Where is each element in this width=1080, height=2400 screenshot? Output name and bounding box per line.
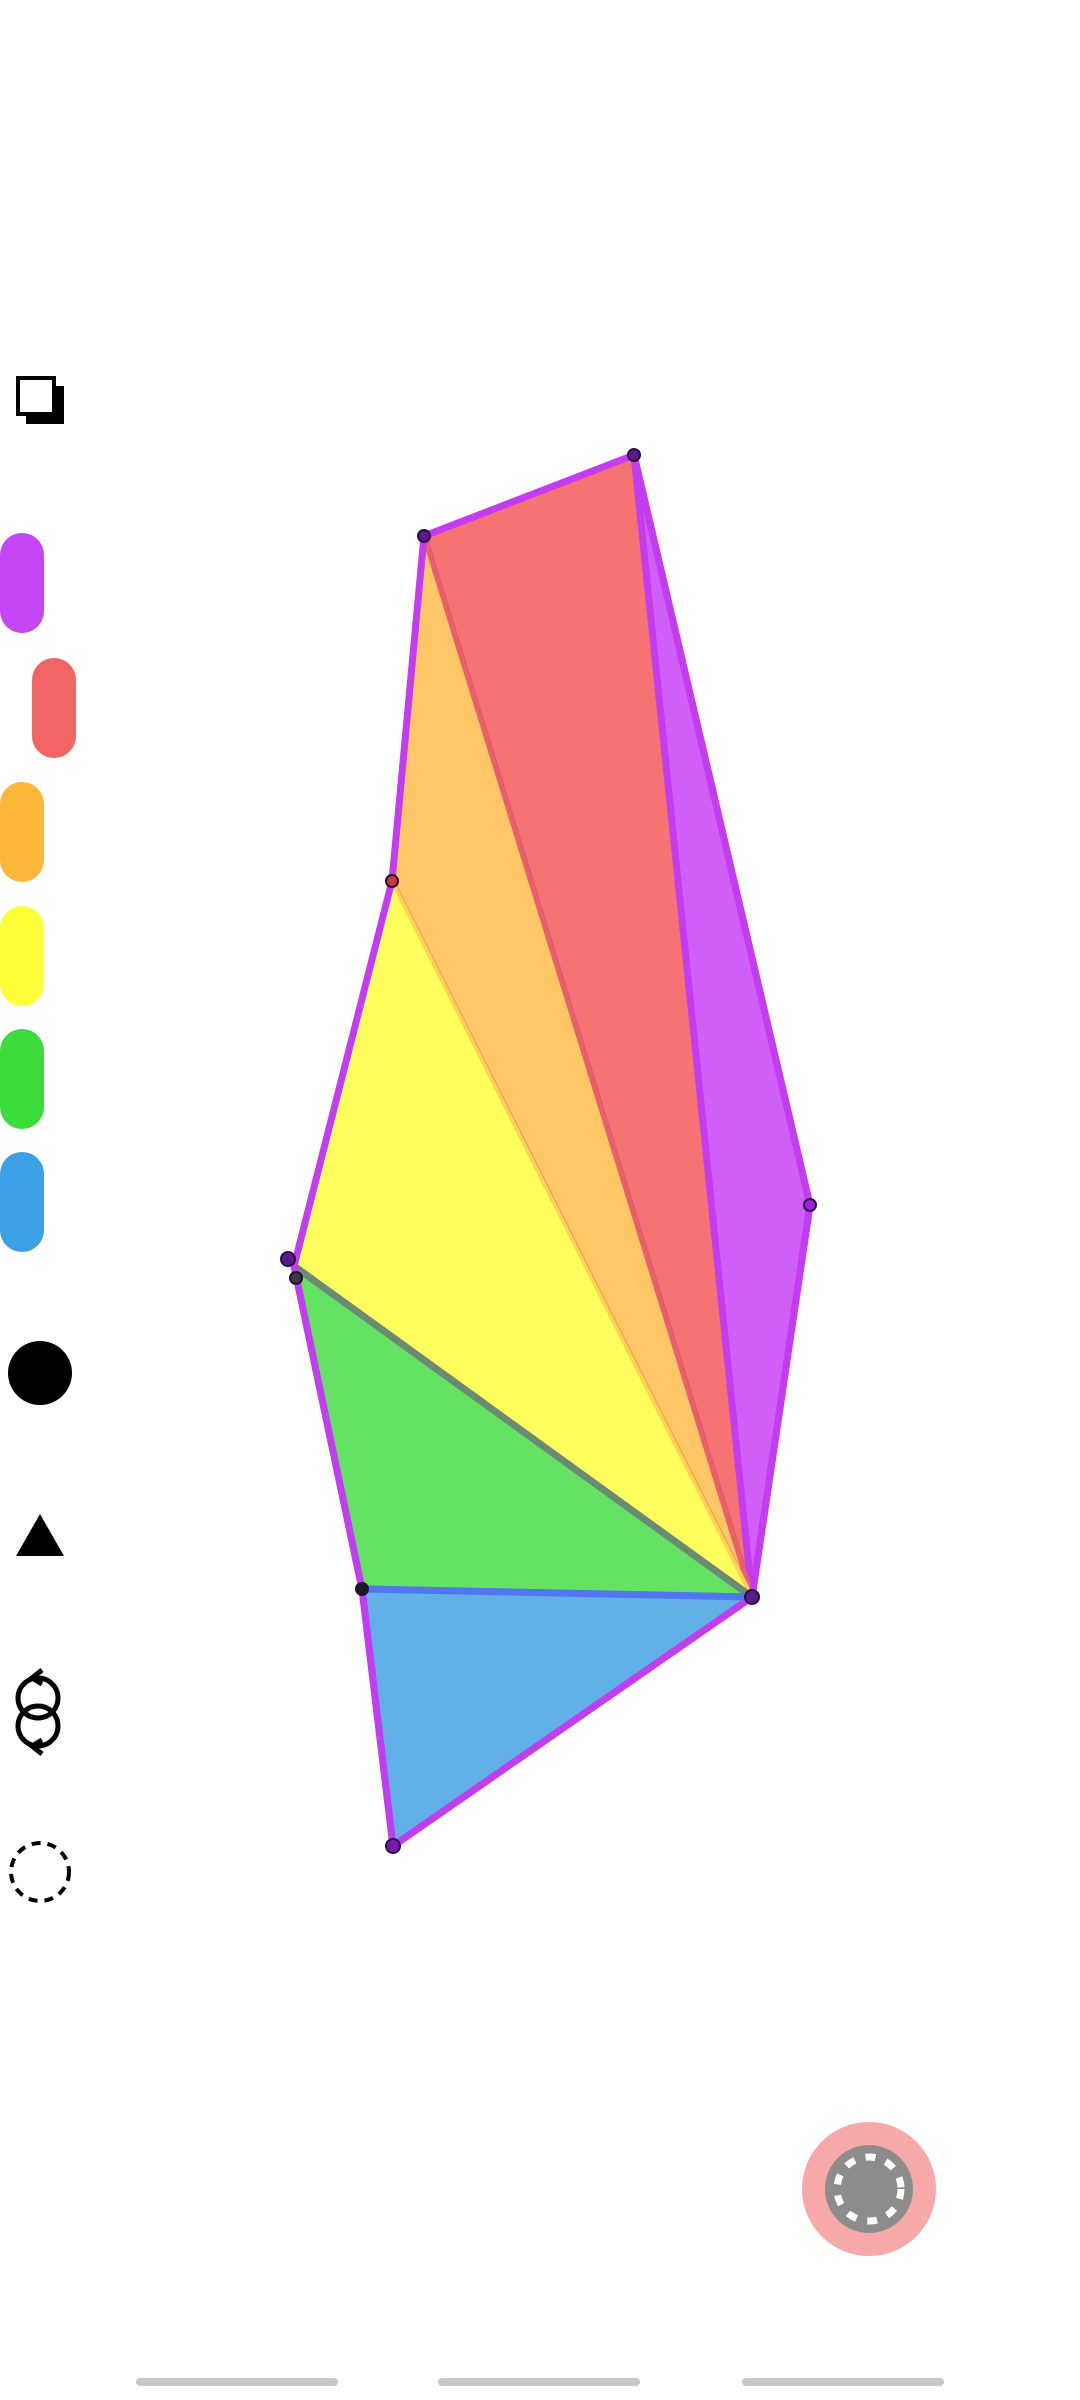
color-swatch-orange[interactable] <box>0 782 44 882</box>
vertex-handle[interactable] <box>627 448 641 462</box>
duplicate-icon[interactable] <box>14 374 66 426</box>
gear-icon <box>825 2145 913 2233</box>
vertex-handle[interactable] <box>803 1198 817 1212</box>
vertex-handle[interactable] <box>280 1251 296 1267</box>
nav-segment-left[interactable] <box>136 2378 338 2386</box>
vertex-handle[interactable] <box>417 529 431 543</box>
settings-fab[interactable] <box>802 2122 936 2256</box>
dashed-circle-icon[interactable] <box>8 1840 72 1904</box>
vertex-handle[interactable] <box>385 874 399 888</box>
color-swatch-green[interactable] <box>0 1029 44 1129</box>
nav-segment-center[interactable] <box>438 2378 640 2386</box>
color-swatch-blue[interactable] <box>0 1152 44 1252</box>
color-swatch-purple[interactable] <box>0 533 44 633</box>
vertex-handle[interactable] <box>744 1589 760 1605</box>
blue-region[interactable] <box>358 1585 756 1850</box>
nav-segment-right[interactable] <box>742 2378 944 2386</box>
vertex-handle[interactable] <box>355 1582 369 1596</box>
vertex-handles <box>280 448 817 1854</box>
vertex-handle[interactable] <box>385 1838 401 1854</box>
color-swatch-yellow[interactable] <box>0 906 44 1006</box>
loop-icon[interactable] <box>10 1666 66 1758</box>
circle-shape-icon[interactable] <box>7 1340 73 1406</box>
triangle-shape-icon[interactable] <box>14 1512 66 1558</box>
color-swatch-red[interactable] <box>32 658 76 758</box>
vertex-handle[interactable] <box>289 1271 303 1285</box>
